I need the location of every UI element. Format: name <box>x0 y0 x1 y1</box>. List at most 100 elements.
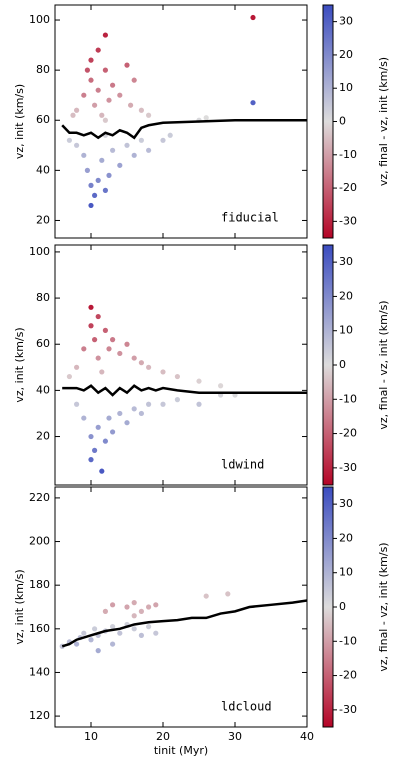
scatter-point <box>99 369 105 375</box>
scatter-point <box>102 438 108 444</box>
y-tick-label: 180 <box>29 578 50 591</box>
scatter-point <box>95 355 101 361</box>
scatter-point <box>106 415 112 421</box>
colorbar <box>322 244 334 486</box>
scatter-point <box>95 313 101 320</box>
scatter-point <box>81 92 87 98</box>
scatter-point <box>102 327 108 333</box>
scatter-point <box>74 641 80 647</box>
scatter-point <box>99 112 105 118</box>
scatter-point <box>117 92 123 98</box>
annotation: ldcloud <box>221 700 272 714</box>
y-tick-label: 160 <box>29 622 50 635</box>
colorbar-label: vz, final - vz, init (km/s) <box>377 542 390 671</box>
scatter-point <box>88 637 94 643</box>
scatter-point <box>146 112 152 118</box>
colorbar-label: vz, final - vz, init (km/s) <box>377 57 390 186</box>
colorbar-tick-label: -10 <box>339 634 357 647</box>
scatter-point <box>88 457 94 463</box>
scatter-point <box>131 77 137 83</box>
scatter-point <box>88 57 94 63</box>
scatter-point <box>160 369 166 375</box>
y-axis-label: vz, init (km/s) <box>13 327 26 402</box>
scatter-point <box>81 415 87 421</box>
scatter-point <box>70 112 76 118</box>
scatter-point <box>110 602 116 608</box>
y-tick-label: 80 <box>36 63 50 76</box>
scatter-point <box>117 162 123 168</box>
scatter-point <box>110 82 116 88</box>
y-tick-label: 40 <box>36 383 50 396</box>
scatter-point <box>92 337 98 343</box>
colorbar-tick-label: 10 <box>339 566 353 579</box>
scatter-point <box>138 137 144 143</box>
x-axis-label: tinit (Myr) <box>154 744 208 757</box>
colorbar-label: vz, final - vz, init (km/s) <box>377 300 390 429</box>
scatter-point <box>131 152 137 158</box>
plot-frame <box>54 244 308 486</box>
scatter-point <box>124 604 130 610</box>
y-tick-label: 60 <box>36 337 50 350</box>
colorbar-tick-label: -30 <box>339 214 357 227</box>
scatter-point <box>225 591 231 597</box>
y-axis-label: vz, init (km/s) <box>13 569 26 644</box>
colorbar-tick-label: 20 <box>339 531 353 544</box>
scatter-point <box>203 115 209 121</box>
scatter-point <box>138 410 144 417</box>
x-tick-label: 10 <box>84 730 98 743</box>
scatter-point <box>131 600 137 606</box>
scatter-point <box>128 102 134 108</box>
scatter-point <box>74 364 80 370</box>
scatter-point <box>196 378 202 384</box>
scatter-point <box>66 373 72 380</box>
scatter-point <box>74 107 80 113</box>
scatter-point <box>218 383 224 389</box>
scatter-point <box>153 602 159 608</box>
colorbar-tick-label: 30 <box>339 255 353 268</box>
colorbar <box>322 4 334 239</box>
colorbar-tick-label: -20 <box>339 669 357 682</box>
colorbar-tick-label: -30 <box>339 703 357 716</box>
scatter-point <box>153 630 159 636</box>
colorbar-tick-label: 0 <box>339 358 346 371</box>
mean-line <box>61 599 307 648</box>
y-tick-label: 140 <box>29 665 50 678</box>
scatter-point <box>95 648 101 654</box>
plot-area <box>62 304 307 474</box>
y-tick-label: 80 <box>36 291 50 304</box>
annotation: fiducial <box>221 211 279 225</box>
scatter-point <box>174 397 180 403</box>
x-tick-label: 30 <box>228 730 242 743</box>
colorbar-tick-label: -30 <box>339 461 357 474</box>
scatter-point <box>203 593 209 599</box>
scatter-point <box>106 97 112 103</box>
scatter-point <box>88 202 94 209</box>
scatter-point <box>167 132 173 138</box>
scatter-point <box>99 157 105 163</box>
y-axis-label: vz, init (km/s) <box>13 84 26 159</box>
scatter-point <box>74 142 80 148</box>
scatter-point <box>92 626 98 632</box>
scatter-point <box>250 100 256 106</box>
colorbar-tick-label: 0 <box>339 600 346 613</box>
y-tick-label: 20 <box>36 213 50 226</box>
scatter-point <box>124 420 130 426</box>
x-tick-label: 40 <box>300 730 314 743</box>
scatter-point <box>146 147 152 153</box>
scatter-point <box>110 147 116 153</box>
scatter-point <box>131 626 137 632</box>
scatter-point <box>110 641 116 647</box>
scatter-point <box>102 67 108 73</box>
y-tick-label: 60 <box>36 113 50 126</box>
scatter-point <box>88 304 94 310</box>
scatter-point <box>102 608 108 614</box>
scatter-point <box>84 67 90 73</box>
scatter-point <box>102 32 108 38</box>
scatter-point <box>81 152 87 158</box>
colorbar-tick-label: -20 <box>339 427 357 440</box>
scatter-point <box>138 608 144 614</box>
scatter-point <box>110 337 116 343</box>
scatter-point <box>74 401 80 407</box>
scatter-point <box>160 401 166 407</box>
